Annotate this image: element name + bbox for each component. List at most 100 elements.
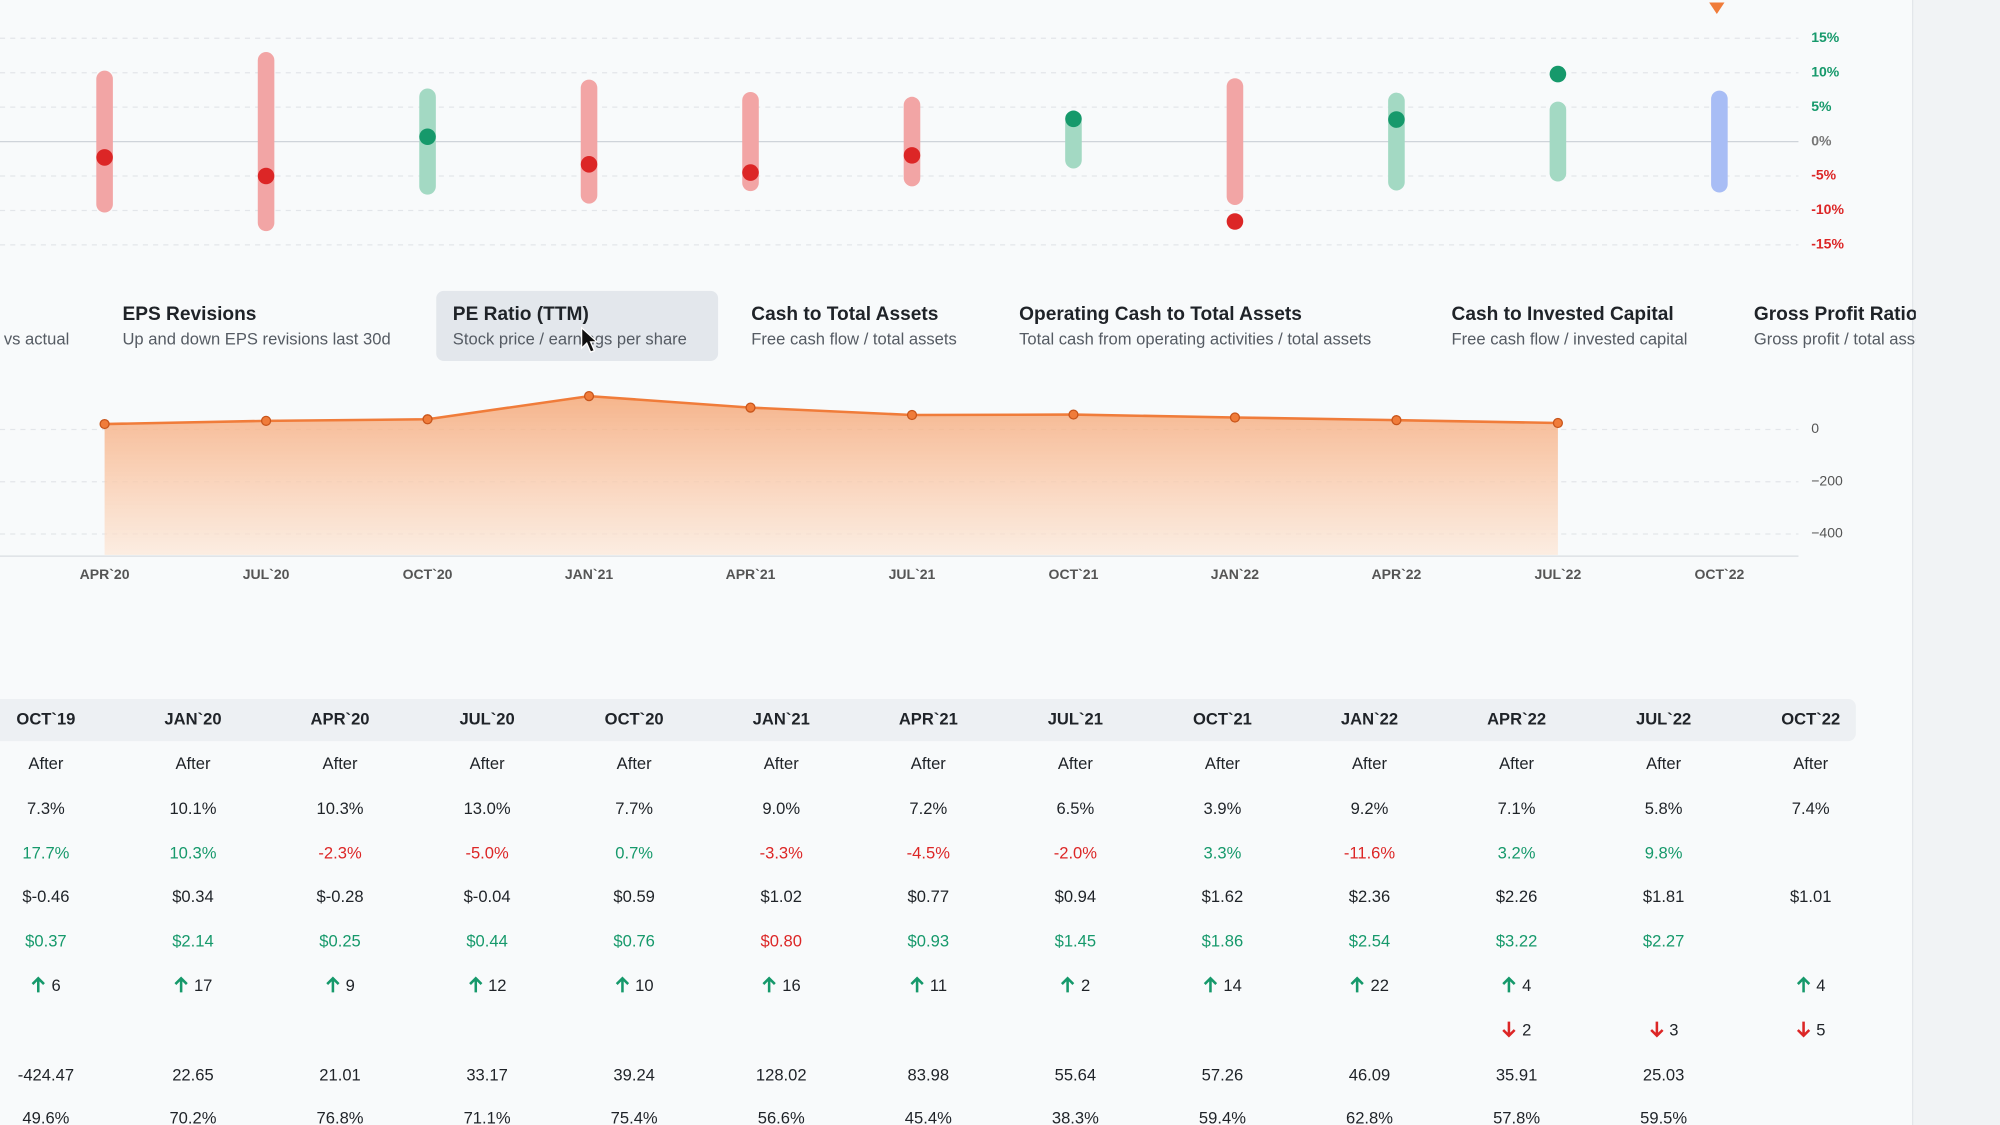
- table-cell: -3.3%: [759, 842, 803, 862]
- range-bar: [1388, 92, 1405, 191]
- arrow-up: [615, 976, 630, 993]
- cell-value: 14: [1223, 975, 1242, 995]
- tab-subtitle: Total cash from operating activities / t…: [1019, 329, 1372, 349]
- table-cell: After: [1351, 753, 1388, 773]
- table-cell: After: [1057, 753, 1093, 773]
- tab-title: Cash to Invested Capital: [1451, 303, 1674, 326]
- range-bar: [96, 70, 113, 213]
- table-cell: 55.64: [1054, 1064, 1097, 1084]
- table-cell: $3.22: [1495, 931, 1538, 951]
- table-cell: 76.8%: [316, 1108, 364, 1125]
- cell-value: 4: [1816, 975, 1826, 995]
- table-cell: $-0.04: [463, 886, 511, 907]
- table-cell: $-0.46: [22, 886, 70, 907]
- table-cell: 45.4%: [904, 1108, 952, 1125]
- cell-value: 3: [1669, 1020, 1679, 1040]
- tab-title: PE Ratio (TTM): [452, 303, 589, 326]
- table-cell: 46.09: [1348, 1064, 1391, 1084]
- table-cell: 83.98: [907, 1064, 950, 1084]
- actual-dot: [1226, 213, 1244, 230]
- arrow-up: [910, 976, 924, 993]
- table-cell: 10.3%: [316, 798, 364, 818]
- column-header: JUL`21: [1047, 709, 1104, 729]
- actual-dot: [1388, 111, 1405, 128]
- table-cell: 49.6%: [22, 1108, 70, 1125]
- table-cell: 11: [858, 976, 998, 996]
- mouse-cursor: [580, 326, 599, 353]
- table-cell: 71.1%: [463, 1108, 511, 1125]
- table-cell: -2.0%: [1053, 842, 1098, 862]
- table-cell: 22: [1299, 976, 1439, 996]
- table-cell: 9.2%: [1350, 798, 1389, 818]
- table-cell: 10.3%: [169, 842, 217, 862]
- table-cell: After: [616, 753, 652, 773]
- tab[interactable]: PE Ratio (TTM) Stock price / earnings per…: [436, 290, 719, 361]
- table-cell: 5: [1741, 1020, 1881, 1040]
- table-cell: 56.6%: [757, 1108, 805, 1125]
- point: [99, 418, 110, 430]
- column-header: OCT`21: [1192, 709, 1252, 729]
- y-tick-label: 5%: [1811, 98, 1832, 114]
- tab[interactable]: Cash to Total Assets Free cash flow / tot…: [735, 291, 984, 361]
- actual-dot: [257, 167, 275, 185]
- table-cell: $0.94: [1054, 886, 1097, 907]
- table-cell: After: [910, 753, 946, 773]
- x-tick-label: APR`20: [80, 566, 130, 582]
- cell-value: 10: [635, 975, 654, 995]
- table-cell: 39.24: [613, 1064, 655, 1084]
- cell-value: 22: [1370, 975, 1389, 995]
- tab-subtitle: vs actual: [3, 329, 70, 349]
- table-cell: After: [1646, 753, 1682, 773]
- actual-dot: [96, 149, 113, 166]
- y-tick-label: -15%: [1811, 236, 1844, 252]
- cell-value: 5: [1816, 1020, 1826, 1040]
- cell-value: 12: [488, 975, 507, 995]
- y-tick-label: 0%: [1811, 132, 1832, 148]
- table-cell: 7.3%: [27, 798, 65, 818]
- range-bar: [1711, 90, 1728, 193]
- column-header: JUL`22: [1635, 709, 1692, 729]
- column-header: JAN`20: [164, 709, 222, 729]
- table-cell: 38.3%: [1051, 1108, 1099, 1125]
- table-cell: 17: [123, 976, 263, 996]
- tab[interactable]: Gross Profit Ratio Gross profit / total a…: [1737, 291, 1916, 361]
- actual-dot: [1065, 110, 1082, 128]
- tab[interactable]: Cash to Invested Capital Free cash flow /…: [1435, 291, 1722, 361]
- table-cell: -2.3%: [318, 842, 362, 862]
- table-cell: 75.4%: [610, 1108, 658, 1125]
- charts: 15% 10% 5% 0% -5% -10% -15% 0 −200 −400 APR`20 JUL`…: [0, 2, 1844, 582]
- point: [1391, 415, 1402, 426]
- arrow-up: [174, 976, 188, 993]
- table-cell: 59.4%: [1198, 1108, 1246, 1125]
- table-cell: 7.4%: [1791, 798, 1830, 818]
- table-cell: After: [469, 753, 505, 773]
- point: [1552, 417, 1564, 429]
- tab[interactable]: EPS Revisions Up and down EPS revisions l…: [106, 291, 418, 361]
- table-cell: $0.34: [172, 886, 214, 907]
- table-cell: After: [1793, 753, 1829, 773]
- x-tick-label: JUL`20: [243, 566, 290, 582]
- table-cell: 59.5%: [1640, 1108, 1688, 1125]
- tab-subtitle: Free cash flow / total assets: [751, 329, 957, 349]
- tab[interactable]: vs actual: [0, 291, 89, 361]
- arrow-up: [1061, 976, 1075, 993]
- marker-triangle: [1709, 2, 1725, 15]
- tab[interactable]: Operating Cash to Total Assets Total cash…: [1003, 291, 1418, 361]
- table-cell: 3.2%: [1497, 842, 1536, 862]
- table-cell: 7.2%: [909, 798, 948, 818]
- table-cell: 0.7%: [615, 842, 654, 862]
- tab-title: Cash to Total Assets: [751, 303, 939, 326]
- cell-value: 11: [929, 975, 948, 995]
- table-cell: 35.91: [1495, 1064, 1538, 1084]
- y-tick-label: −400: [1811, 525, 1843, 541]
- x-tick-label: JUL`21: [889, 566, 936, 582]
- table-cell: $2.36: [1348, 886, 1391, 907]
- range-bar: [903, 96, 921, 187]
- cell-value: 2: [1522, 1020, 1532, 1040]
- point: [583, 391, 595, 402]
- table-cell: 21.01: [319, 1064, 361, 1084]
- table-cell: 16: [711, 976, 851, 996]
- tab-subtitle: Stock price / earnings per share: [452, 329, 687, 349]
- arrow-up: [762, 976, 777, 993]
- y-tick-label: 10%: [1811, 63, 1840, 79]
